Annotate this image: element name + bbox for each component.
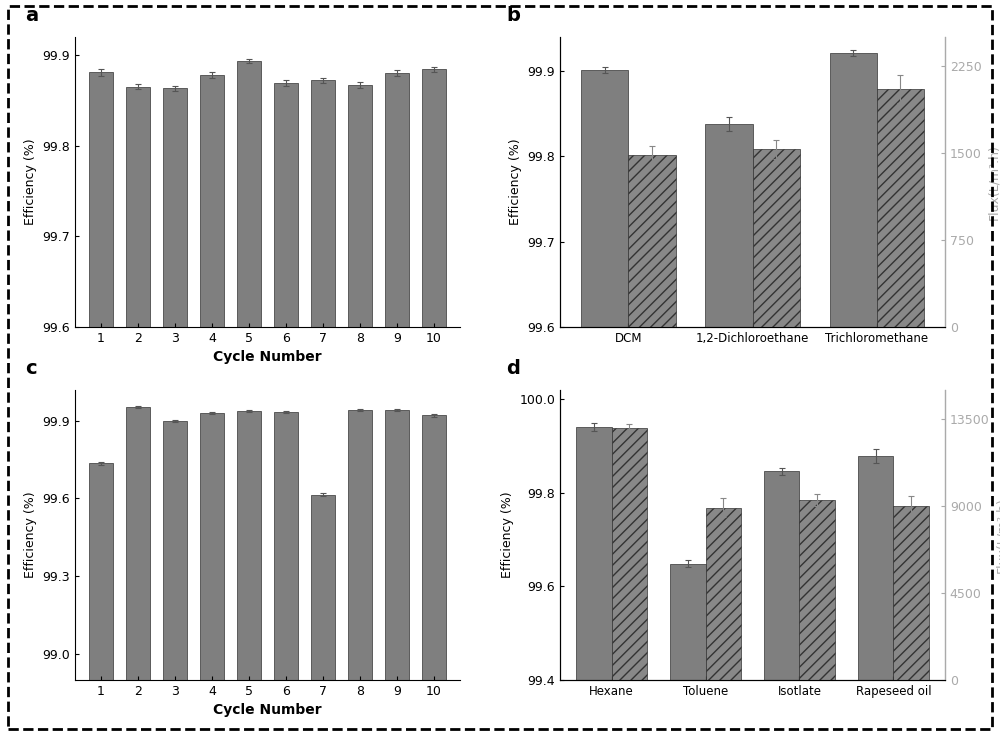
Bar	[706, 508, 741, 680]
Bar	[163, 421, 187, 735]
Y-axis label: Efficiency (%): Efficiency (%)	[24, 492, 37, 578]
Bar	[200, 75, 224, 735]
Y-axis label: Efficiency (%): Efficiency (%)	[501, 492, 514, 578]
Y-axis label: Efficiency (%): Efficiency (%)	[24, 139, 37, 225]
Bar	[311, 80, 335, 735]
Bar	[89, 464, 113, 735]
Bar	[126, 407, 150, 735]
Bar	[237, 61, 261, 735]
Bar	[612, 429, 647, 680]
X-axis label: Cycle Number: Cycle Number	[213, 703, 322, 717]
Bar	[628, 155, 676, 327]
Y-axis label: Flux(L/m².h): Flux(L/m².h)	[987, 144, 1000, 220]
Bar	[877, 89, 924, 327]
Bar	[753, 149, 800, 327]
Y-axis label: Efficiency (%): Efficiency (%)	[509, 139, 522, 225]
Bar	[385, 73, 409, 735]
Bar	[89, 72, 113, 735]
Bar	[581, 70, 628, 735]
Bar	[311, 495, 335, 735]
Text: d: d	[506, 359, 520, 378]
Text: a: a	[25, 6, 38, 25]
Bar	[274, 83, 298, 735]
Bar	[274, 412, 298, 735]
Bar	[670, 564, 706, 735]
Bar	[422, 415, 446, 735]
Bar	[893, 506, 929, 680]
Bar	[422, 69, 446, 735]
Bar	[163, 88, 187, 735]
Text: b: b	[506, 6, 520, 25]
Text: c: c	[25, 359, 37, 378]
Bar	[764, 471, 799, 735]
Bar	[126, 87, 150, 735]
Bar	[200, 413, 224, 735]
Bar	[705, 123, 753, 735]
Bar	[348, 410, 372, 735]
Bar	[858, 456, 893, 735]
X-axis label: Cycle Number: Cycle Number	[213, 351, 322, 365]
Bar	[385, 410, 409, 735]
Bar	[830, 53, 877, 735]
Bar	[799, 500, 835, 680]
Bar	[576, 427, 612, 735]
Y-axis label: Flux(L/m².h): Flux(L/m².h)	[995, 497, 1000, 573]
Bar	[348, 85, 372, 735]
Bar	[237, 411, 261, 735]
